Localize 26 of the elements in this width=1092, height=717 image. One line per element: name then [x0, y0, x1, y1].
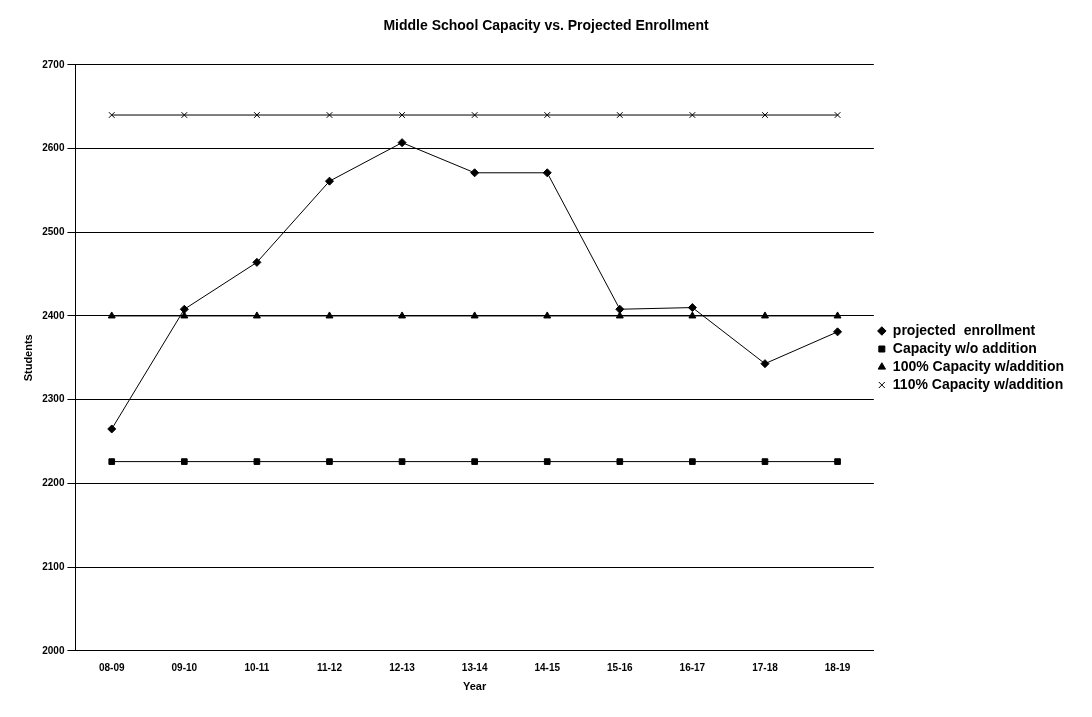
y-tick-label: 2500 [42, 225, 65, 237]
x-tick-label: 13-14 [461, 661, 488, 673]
legend-label: projected enrollment [892, 321, 1036, 338]
y-tick-label: 2200 [42, 477, 65, 489]
x-tick-label: 11-12 [316, 661, 343, 673]
x-tick-label: 12-13 [389, 661, 416, 673]
legend-label: 110% Capacity w/addition [892, 375, 1064, 392]
y-tick-label: 2100 [42, 560, 65, 572]
x-tick-label: 09-10 [171, 661, 198, 673]
y-tick-label: 2600 [42, 142, 65, 154]
chart-title: Middle School Capacity vs. Projected Enrollment [383, 17, 709, 34]
legend-label: Capacity w/o addition [892, 339, 1037, 356]
y-axis-title: Students [21, 334, 34, 382]
x-tick-label: 17-18 [752, 661, 779, 673]
x-tick-label: 16-17 [679, 661, 706, 673]
x-axis-title: Year [463, 680, 487, 693]
x-tick-label: 08-09 [98, 661, 125, 673]
legend-label: 100% Capacity w/addition [892, 357, 1065, 374]
x-tick-label: 15-16 [607, 661, 634, 673]
x-tick-label: 10-11 [244, 661, 270, 673]
x-tick-label: 14-15 [534, 661, 561, 673]
x-tick-label: 18-19 [824, 661, 851, 673]
y-tick-label: 2000 [42, 644, 65, 656]
y-tick-label: 2400 [42, 309, 65, 321]
y-tick-label: 2700 [42, 58, 65, 70]
y-tick-label: 2300 [42, 393, 65, 405]
